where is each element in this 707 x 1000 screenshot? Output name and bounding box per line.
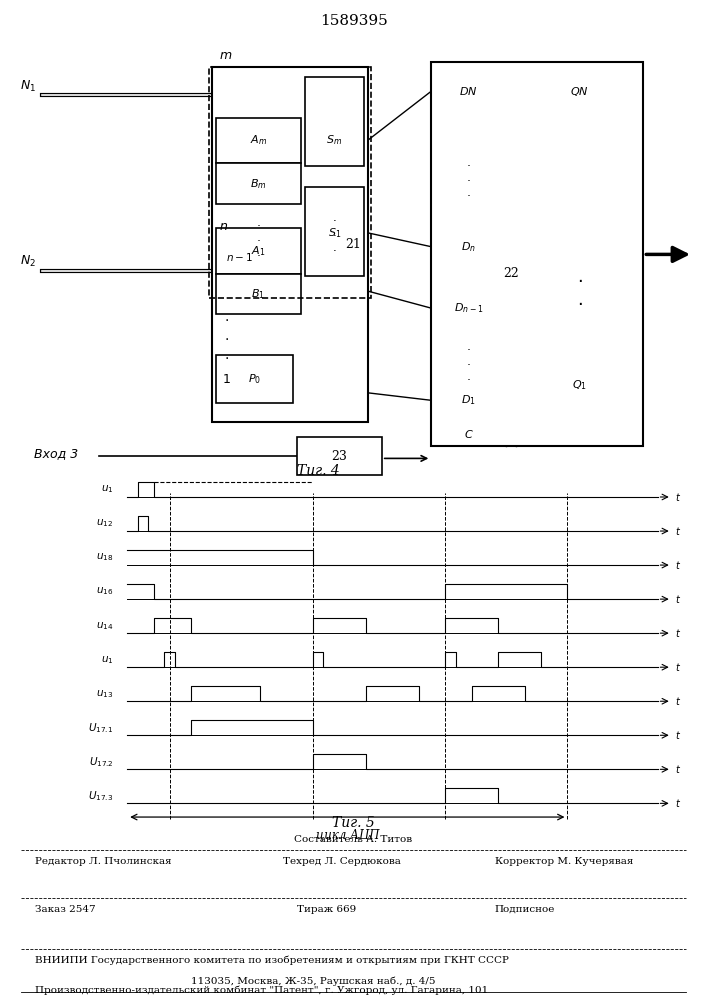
FancyBboxPatch shape [216, 355, 293, 403]
Text: $C$: $C$ [464, 428, 473, 440]
Text: $u_{14}$: $u_{14}$ [95, 620, 113, 632]
Text: $m$: $m$ [219, 49, 233, 62]
Text: $N_2$: $N_2$ [21, 254, 36, 269]
Text: Вход 3: Вход 3 [35, 447, 78, 460]
Text: $S_m$: $S_m$ [327, 134, 342, 147]
Text: $t$: $t$ [675, 525, 682, 537]
Text: $n$: $n$ [219, 220, 228, 233]
Text: .: . [577, 291, 583, 309]
Text: $U_{17.2}$: $U_{17.2}$ [88, 755, 113, 769]
Text: .
.
.: . . . [257, 216, 260, 259]
Text: 1589395: 1589395 [320, 14, 387, 28]
Text: .: . [577, 268, 583, 286]
Text: $DN$: $DN$ [459, 85, 478, 97]
Text: 113035, Москва, Ж-35, Раушская наб., д. 4/5: 113035, Москва, Ж-35, Раушская наб., д. … [191, 976, 436, 986]
Text: Производственно-издательский комбинат "Патент", г. Ужгород, ул. Гагарина, 101: Производственно-издательский комбинат "П… [35, 985, 489, 995]
Text: $U_{17.3}$: $U_{17.3}$ [88, 789, 113, 803]
Text: $n-1$: $n-1$ [226, 251, 253, 263]
Text: $t$: $t$ [675, 627, 682, 639]
Text: $t$: $t$ [675, 559, 682, 571]
FancyBboxPatch shape [216, 228, 301, 274]
Text: $S_1$: $S_1$ [328, 226, 341, 240]
Text: $A_m$: $A_m$ [250, 134, 267, 147]
Text: ВНИИПИ Государственного комитета по изобретениям и открытиям при ГКНТ СССР: ВНИИПИ Государственного комитета по изоб… [35, 956, 509, 965]
Text: $D_{n-1}$: $D_{n-1}$ [454, 301, 483, 315]
Text: Редактор Л. Пчолинская: Редактор Л. Пчолинская [35, 857, 172, 866]
Text: Заказ 2547: Заказ 2547 [35, 905, 96, 914]
Text: 21: 21 [345, 238, 361, 251]
Text: $t$: $t$ [675, 695, 682, 707]
Text: цикл АЦП: цикл АЦП [315, 828, 379, 841]
Text: Подписное: Подписное [495, 905, 555, 914]
Text: .
.
.: . . . [332, 211, 337, 254]
Text: $u_{16}$: $u_{16}$ [96, 586, 113, 597]
Text: .
.
.: . . . [467, 156, 470, 199]
Text: $D_n$: $D_n$ [461, 240, 476, 254]
FancyBboxPatch shape [216, 274, 301, 314]
Text: $B_m$: $B_m$ [250, 177, 267, 190]
FancyBboxPatch shape [431, 62, 643, 446]
Text: .
.
.: . . . [467, 340, 470, 383]
Text: $u_1$: $u_1$ [100, 484, 113, 495]
Text: $u_{18}$: $u_{18}$ [96, 552, 113, 563]
FancyBboxPatch shape [305, 187, 364, 276]
Text: Τиг. 4: Τиг. 4 [297, 464, 339, 478]
Text: $A_1$: $A_1$ [251, 244, 266, 258]
Text: $QN$: $QN$ [571, 85, 589, 98]
Text: $t$: $t$ [675, 491, 682, 503]
Text: $Q_1$: $Q_1$ [572, 378, 588, 392]
Text: $t$: $t$ [675, 661, 682, 673]
Text: $t$: $t$ [675, 593, 682, 605]
Text: Τиг. 5: Τиг. 5 [332, 816, 375, 830]
Text: $P_0$: $P_0$ [247, 372, 261, 386]
Text: .: . [224, 348, 228, 362]
Text: 23: 23 [332, 450, 347, 462]
Text: $t$: $t$ [675, 729, 682, 741]
Text: $u_1$: $u_1$ [100, 654, 113, 666]
Text: .: . [224, 329, 228, 343]
Text: $u_{13}$: $u_{13}$ [96, 688, 113, 700]
FancyBboxPatch shape [305, 77, 364, 166]
FancyBboxPatch shape [297, 437, 382, 475]
Text: .: . [224, 310, 228, 324]
Text: Составитель А. Титов: Составитель А. Титов [294, 835, 413, 844]
Text: $t$: $t$ [675, 797, 682, 809]
Text: Корректор М. Кучерявая: Корректор М. Кучерявая [495, 857, 633, 866]
Text: $U_{17.1}$: $U_{17.1}$ [88, 721, 113, 735]
Text: $N_1$: $N_1$ [21, 79, 36, 94]
Text: $t$: $t$ [675, 763, 682, 775]
Text: $B_1$: $B_1$ [252, 287, 265, 301]
FancyBboxPatch shape [216, 118, 301, 163]
Text: 1: 1 [222, 373, 230, 386]
Text: 22: 22 [503, 267, 519, 280]
Text: $u_{12}$: $u_{12}$ [96, 518, 113, 529]
FancyBboxPatch shape [212, 67, 368, 422]
Text: Тираж 669: Тираж 669 [297, 905, 356, 914]
FancyBboxPatch shape [216, 163, 301, 204]
Text: Техред Л. Сердюкова: Техред Л. Сердюкова [283, 857, 401, 866]
Text: $D_1$: $D_1$ [461, 393, 476, 407]
